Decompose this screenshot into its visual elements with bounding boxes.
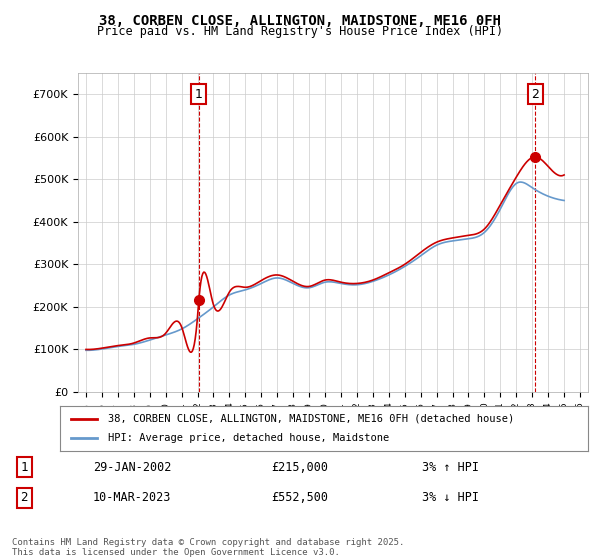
Text: 2: 2 — [532, 87, 539, 101]
Text: Price paid vs. HM Land Registry's House Price Index (HPI): Price paid vs. HM Land Registry's House … — [97, 25, 503, 38]
Text: Contains HM Land Registry data © Crown copyright and database right 2025.
This d: Contains HM Land Registry data © Crown c… — [12, 538, 404, 557]
Text: 1: 1 — [195, 87, 203, 101]
Text: 1: 1 — [20, 461, 28, 474]
Text: £552,500: £552,500 — [271, 492, 329, 505]
Text: 3% ↓ HPI: 3% ↓ HPI — [421, 492, 479, 505]
Text: 38, CORBEN CLOSE, ALLINGTON, MAIDSTONE, ME16 0FH: 38, CORBEN CLOSE, ALLINGTON, MAIDSTONE, … — [99, 14, 501, 28]
Text: HPI: Average price, detached house, Maidstone: HPI: Average price, detached house, Maid… — [107, 433, 389, 444]
Text: £215,000: £215,000 — [271, 461, 329, 474]
Text: 38, CORBEN CLOSE, ALLINGTON, MAIDSTONE, ME16 0FH (detached house): 38, CORBEN CLOSE, ALLINGTON, MAIDSTONE, … — [107, 413, 514, 423]
Text: 2: 2 — [20, 492, 28, 505]
Text: 3% ↑ HPI: 3% ↑ HPI — [421, 461, 479, 474]
Text: 29-JAN-2002: 29-JAN-2002 — [93, 461, 171, 474]
Text: 10-MAR-2023: 10-MAR-2023 — [93, 492, 171, 505]
